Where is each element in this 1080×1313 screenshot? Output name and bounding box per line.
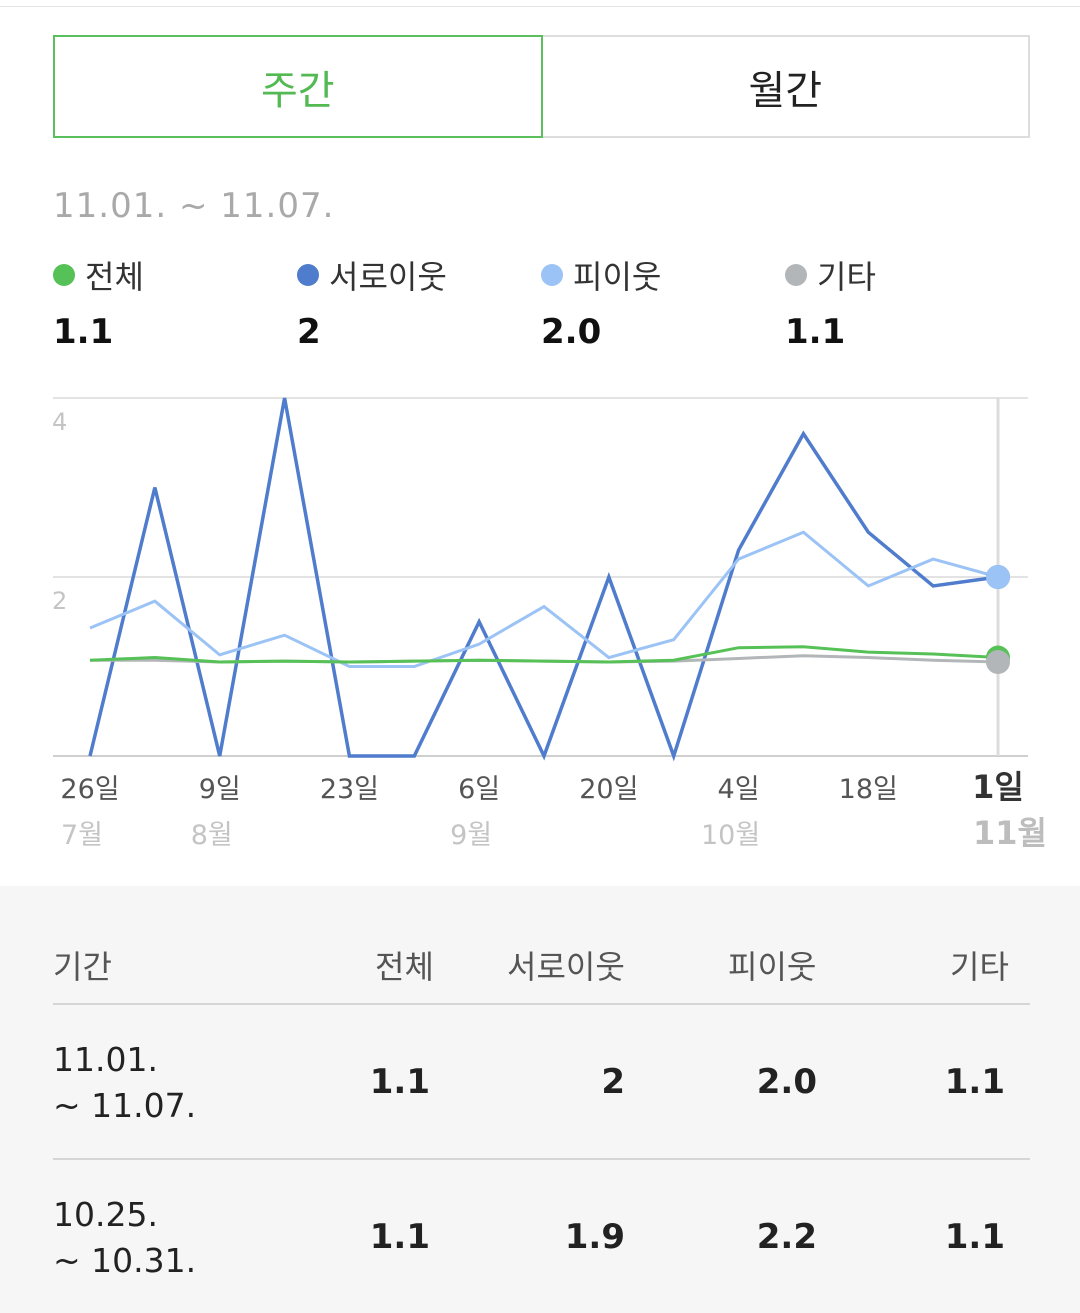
period-tabs: 주간 월간: [53, 35, 1030, 138]
legend-label: 기타: [817, 258, 876, 296]
row-mutual: 1.9: [564, 1217, 625, 1257]
x-tick-label: 23일: [320, 774, 379, 805]
y-tick-label: 4: [52, 408, 67, 436]
row-period-end: ~ 11.07.: [53, 1086, 197, 1125]
legend-label: 서로이웃: [329, 258, 447, 296]
x-tick-month-label: 9월: [450, 820, 492, 851]
tab-monthly[interactable]: 월간: [542, 35, 1030, 138]
legend-item-follower: 피이웃 2.0: [541, 252, 781, 352]
series-line-1: [89, 645, 999, 664]
line-chart: 4 2 26일 7월 9일 8월 23일 6일 9월 20일 4일 10월 18일 1일 11월: [52, 397, 1047, 852]
legend-item-other: 기타 1.1: [785, 252, 1025, 352]
stats-table-panel: [0, 886, 1080, 1313]
table-header-other: 기타: [950, 948, 1009, 986]
tab-weekly[interactable]: 주간: [53, 35, 543, 138]
legend-item-total: 전체 1.1: [53, 252, 293, 352]
table-header-period: 기간: [53, 948, 112, 986]
x-tick-label: 6일: [458, 774, 500, 805]
row-follower: 2.2: [756, 1217, 817, 1257]
series-end-point: [986, 650, 1010, 675]
legend-dot-icon: [785, 264, 807, 286]
legend-label: 전체: [85, 258, 144, 296]
y-tick-label: 2: [52, 587, 67, 615]
x-tick-label: 18일: [839, 774, 898, 805]
row-mutual: 2: [601, 1062, 625, 1102]
x-tick-label: 20일: [579, 774, 638, 805]
x-tick-label: 4일: [718, 774, 760, 805]
legend-dot-icon: [541, 264, 563, 286]
row-period-start: 10.25.: [53, 1195, 158, 1234]
row-period: 11.01. ~ 11.07.: [53, 1037, 196, 1129]
x-tick-label: 9일: [199, 774, 241, 805]
legend-value: 2: [297, 312, 321, 352]
x-tick-label: 26일: [60, 774, 119, 805]
row-total: 1.1: [369, 1217, 430, 1257]
legend-label: 피이웃: [573, 258, 662, 296]
row-follower: 2.0: [756, 1062, 817, 1102]
table-header-follower: 피이웃: [728, 948, 817, 986]
table-header-mutual: 서로이웃: [507, 948, 625, 986]
row-other: 1.1: [944, 1217, 1005, 1257]
date-range-label: 11.01. ~ 11.07.: [53, 186, 335, 226]
legend-value: 1.1: [53, 312, 114, 352]
table-header-total: 전체: [375, 948, 434, 986]
top-divider: [0, 0, 1080, 7]
x-tick-label: 1일: [972, 768, 1024, 806]
table-row-divider: [53, 1158, 1030, 1160]
table-header-divider: [53, 1003, 1030, 1005]
row-period: 10.25. ~ 10.31.: [53, 1192, 196, 1284]
row-total: 1.1: [369, 1062, 430, 1102]
legend-dot-icon: [53, 264, 75, 286]
legend-value: 2.0: [541, 312, 602, 352]
legend-item-mutual: 서로이웃 2: [297, 252, 537, 352]
series-line-2: [88, 397, 999, 762]
x-tick-month-label: 11월: [973, 814, 1047, 852]
x-tick-month-label: 7월: [61, 820, 103, 851]
legend-value: 1.1: [785, 312, 846, 352]
series-line-3: [89, 530, 999, 668]
row-other: 1.1: [944, 1062, 1005, 1102]
row-period-end: ~ 10.31.: [53, 1241, 197, 1280]
series-end-point: [986, 565, 1010, 589]
x-tick-month-label: 8월: [191, 820, 233, 851]
legend-dot-icon: [297, 264, 319, 286]
x-tick-month-label: 10월: [701, 820, 760, 851]
row-period-start: 11.01.: [53, 1040, 158, 1079]
